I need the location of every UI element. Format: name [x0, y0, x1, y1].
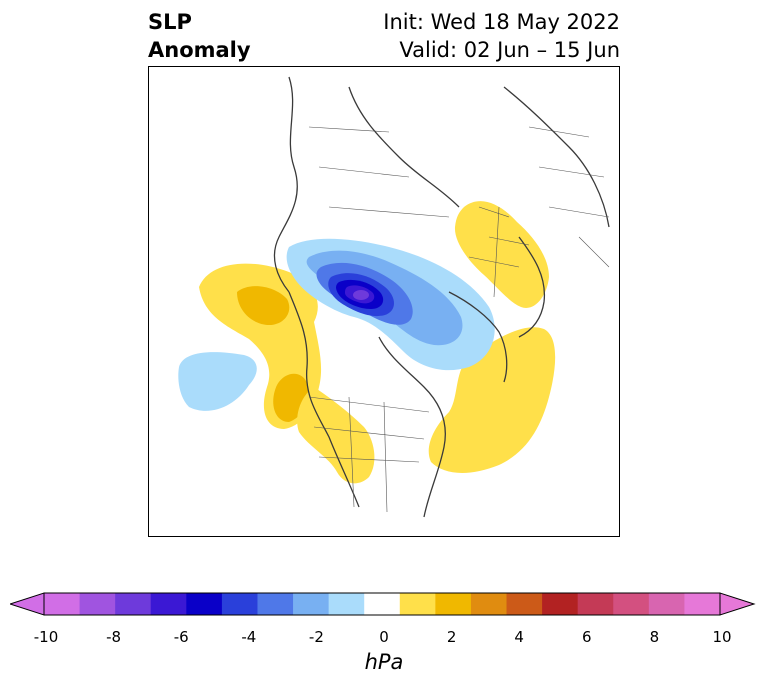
- map-panel: [148, 66, 620, 537]
- date-info: Init: Wed 18 May 2022 Valid: 02 Jun – 15…: [383, 8, 620, 64]
- title-line-1: SLP: [148, 10, 192, 34]
- colorbar-segment: [115, 593, 152, 615]
- colorbar-segment: [79, 593, 116, 615]
- colorbar-segment: [542, 593, 579, 615]
- colorbar-tick-label: 2: [446, 628, 457, 646]
- colorbar-segment: [221, 593, 258, 615]
- colorbar-segment: [684, 593, 721, 615]
- colorbar-segment: [186, 593, 223, 615]
- map-title: SLP Anomaly: [148, 8, 251, 64]
- colorbar-segment: [577, 593, 614, 615]
- colorbar-tick-label: -2: [308, 628, 324, 646]
- colorbar-tick-label: -8: [106, 628, 122, 646]
- colorbar-units: hPa: [364, 650, 404, 674]
- coastlines: [273, 76, 610, 518]
- valid-range: Valid: 02 Jun – 15 Jun: [399, 38, 620, 62]
- colorbar-segment: [399, 593, 436, 615]
- colorbar-extend-high: [719, 592, 756, 616]
- colorbar-segment: [470, 593, 508, 615]
- init-date: Init: Wed 18 May 2022: [383, 10, 620, 34]
- colorbar-tick-label: 10: [712, 628, 732, 646]
- colorbar-tick-label: -6: [173, 628, 189, 646]
- anomaly-area-pos-atlantic: [428, 327, 556, 473]
- colorbar-segment: [613, 593, 650, 615]
- colorbar-segment: [44, 593, 81, 615]
- colorbar-extend-low: [10, 592, 45, 616]
- colorbar-tick-label: 6: [582, 628, 592, 646]
- anomaly-area-pos2-pacific: [237, 286, 290, 325]
- colorbar-segment: [257, 593, 294, 615]
- anomaly-area-neg7-arctic: [353, 290, 369, 300]
- colorbar-segment: [150, 593, 187, 615]
- colorbar: [10, 592, 756, 616]
- colorbar-tick-label: 8: [649, 628, 660, 646]
- colorbar-outline: [43, 592, 721, 616]
- title-line-2: Anomaly: [148, 38, 251, 62]
- colorbar-segment: [364, 593, 401, 615]
- borders: [308, 126, 610, 513]
- colorbar-segment: [293, 593, 330, 615]
- anomaly-area-pos-eurasia: [454, 201, 549, 308]
- colorbar-segments: [44, 593, 721, 615]
- colorbar-segment: [328, 593, 365, 615]
- slp-anomaly-map: [178, 76, 610, 518]
- colorbar-tick-label: 0: [379, 628, 389, 646]
- colorbar-segment: [648, 593, 685, 615]
- colorbar-segment: [506, 593, 543, 615]
- anomaly-area-neg-north-pacific: [178, 352, 257, 411]
- anomaly-area-pos-north-america: [297, 387, 375, 484]
- colorbar-tick-label: -4: [241, 628, 257, 646]
- colorbar-segment: [435, 593, 472, 615]
- colorbar-tick-label: 4: [514, 628, 524, 646]
- colorbar-tick-label: -10: [33, 628, 59, 646]
